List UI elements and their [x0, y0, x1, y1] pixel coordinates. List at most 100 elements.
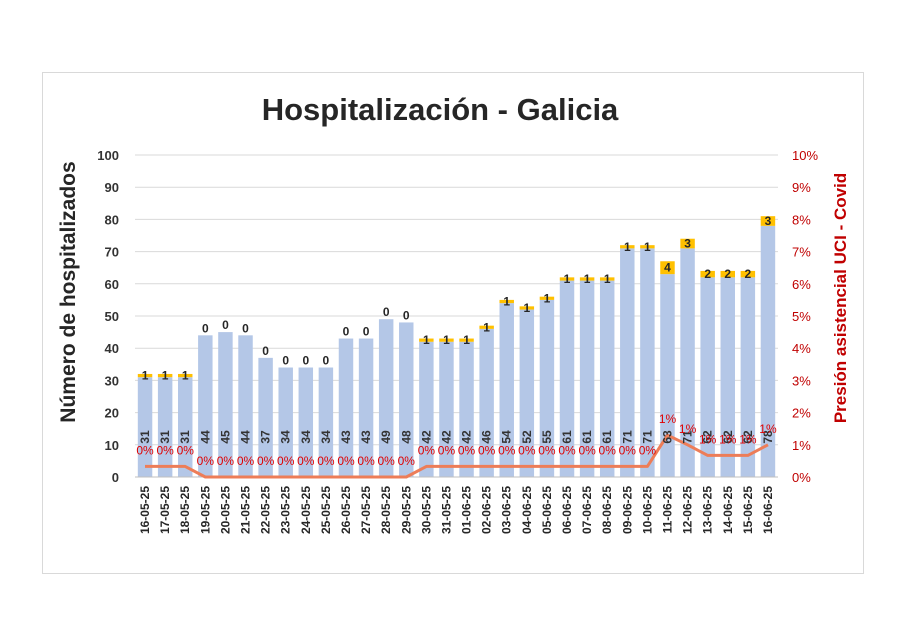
- x-tick-label: 26-05-25: [339, 486, 353, 534]
- bar-value-label: 71: [620, 430, 634, 444]
- bar-uci: [720, 270, 735, 278]
- line-point-label: 0%: [398, 454, 416, 468]
- bar-value-label: 44: [239, 430, 253, 444]
- bar-uci: [660, 261, 675, 275]
- y2-tick-label: 10%: [792, 148, 818, 163]
- line-point-label: 0%: [277, 454, 295, 468]
- bar-planta: [178, 377, 193, 477]
- x-tick-label: 15-06-25: [741, 486, 755, 534]
- x-tick-label: 16-06-25: [761, 486, 775, 534]
- y-tick-label: 10: [105, 438, 119, 453]
- line-point-label: 0%: [317, 454, 335, 468]
- bar-uci: [700, 270, 715, 278]
- bar-planta: [218, 332, 233, 477]
- bar-value-label: 61: [600, 430, 614, 444]
- bar-planta: [720, 277, 735, 477]
- y2-tick-label: 2%: [792, 406, 811, 421]
- y-tick-label: 80: [105, 212, 119, 227]
- bar-planta: [760, 225, 776, 477]
- x-tick-label: 29-05-25: [399, 486, 413, 534]
- line-point-label: 0%: [639, 443, 657, 457]
- y2-tick-label: 8%: [792, 212, 811, 227]
- uci-value-label: 0: [242, 321, 249, 335]
- bar-value-label: 62: [721, 430, 735, 444]
- bar-value-label: 34: [279, 430, 293, 444]
- uci-value-label: 1: [584, 272, 591, 286]
- bar-uci: [579, 277, 595, 281]
- x-tick-label: 08-06-25: [600, 486, 614, 534]
- uci-value-label: 1: [142, 369, 149, 383]
- bar-value-label: 43: [339, 430, 353, 444]
- bar-planta: [519, 309, 535, 477]
- bar-value-label: 44: [198, 430, 212, 444]
- bar-value-label: 49: [379, 430, 393, 444]
- line-point-label: 0%: [498, 443, 516, 457]
- bar-value-label: 34: [319, 430, 333, 444]
- uci-value-label: 0: [262, 344, 269, 358]
- bar-value-label: 52: [520, 430, 534, 444]
- y2-tick-label: 4%: [792, 341, 811, 356]
- line-point-label: 0%: [458, 443, 476, 457]
- bar-planta: [238, 335, 253, 477]
- line-point-label: 0%: [177, 443, 195, 457]
- bar-value-label: 54: [500, 430, 514, 444]
- bar-value-label: 61: [580, 430, 594, 444]
- y-tick-label: 50: [105, 309, 119, 324]
- bar-planta: [198, 335, 213, 477]
- bar-planta: [539, 299, 555, 477]
- x-tick-label: 12-06-25: [681, 486, 695, 534]
- bar-value-label: 31: [158, 430, 172, 444]
- bar-value-label: 48: [399, 430, 413, 444]
- x-tick-label: 03-06-25: [500, 486, 514, 534]
- bar-planta: [358, 338, 374, 477]
- line-point-label: 1%: [699, 432, 717, 446]
- uci-value-label: 2: [745, 267, 752, 281]
- y-axis-label: Número de hospitalizados: [57, 161, 80, 422]
- uci-value-label: 1: [423, 333, 430, 347]
- bar-planta: [499, 303, 514, 477]
- bar-planta: [579, 280, 595, 477]
- bar-uci: [419, 338, 434, 342]
- x-tick-label: 02-06-25: [480, 486, 494, 534]
- bar-planta: [740, 277, 756, 477]
- bar-planta: [318, 367, 334, 477]
- bar-uci: [599, 277, 615, 281]
- bar-value-label: 34: [299, 430, 313, 444]
- uci-value-label: 2: [704, 267, 711, 281]
- bar-uci: [559, 277, 575, 281]
- uci-value-label: 1: [162, 369, 169, 383]
- bar-value-label: 46: [480, 430, 494, 444]
- bar-planta: [479, 328, 494, 477]
- y-tick-label: 90: [105, 180, 119, 195]
- bar-planta: [700, 277, 715, 477]
- uci-value-label: 0: [202, 321, 209, 335]
- bar-value-label: 37: [259, 430, 273, 444]
- uci-value-label: 0: [323, 354, 330, 368]
- bar-uci: [157, 373, 173, 378]
- bar-value-label: 31: [138, 430, 152, 444]
- bar-value-label: 43: [359, 430, 373, 444]
- x-tick-label: 14-06-25: [721, 486, 735, 534]
- bar-planta: [459, 341, 474, 477]
- line-point-label: 0%: [619, 443, 637, 457]
- uci-value-label: 2: [724, 267, 731, 281]
- x-tick-label: 18-05-25: [178, 486, 192, 534]
- bar-value-label: 42: [460, 430, 474, 444]
- x-tick-label: 17-05-25: [158, 486, 172, 534]
- bar-planta: [378, 319, 394, 477]
- uci-value-label: 1: [503, 295, 510, 309]
- x-tick-label: 10-06-25: [640, 486, 654, 534]
- y2-tick-label: 5%: [792, 309, 811, 324]
- bar-value-label: 61: [560, 430, 574, 444]
- x-tick-label: 31-05-25: [439, 486, 453, 534]
- uci-value-label: 1: [182, 369, 189, 383]
- bar-planta: [278, 367, 293, 477]
- uci-value-label: 1: [483, 320, 490, 334]
- uci-value-label: 4: [664, 261, 671, 275]
- y2-tick-label: 3%: [792, 373, 811, 388]
- line-point-label: 1%: [679, 422, 697, 436]
- y2-axis-label: Presión asistencial UCI - Covid: [831, 173, 850, 423]
- bars: [137, 216, 776, 477]
- bar-value-label: 78: [761, 430, 775, 444]
- bar-uci: [459, 338, 474, 342]
